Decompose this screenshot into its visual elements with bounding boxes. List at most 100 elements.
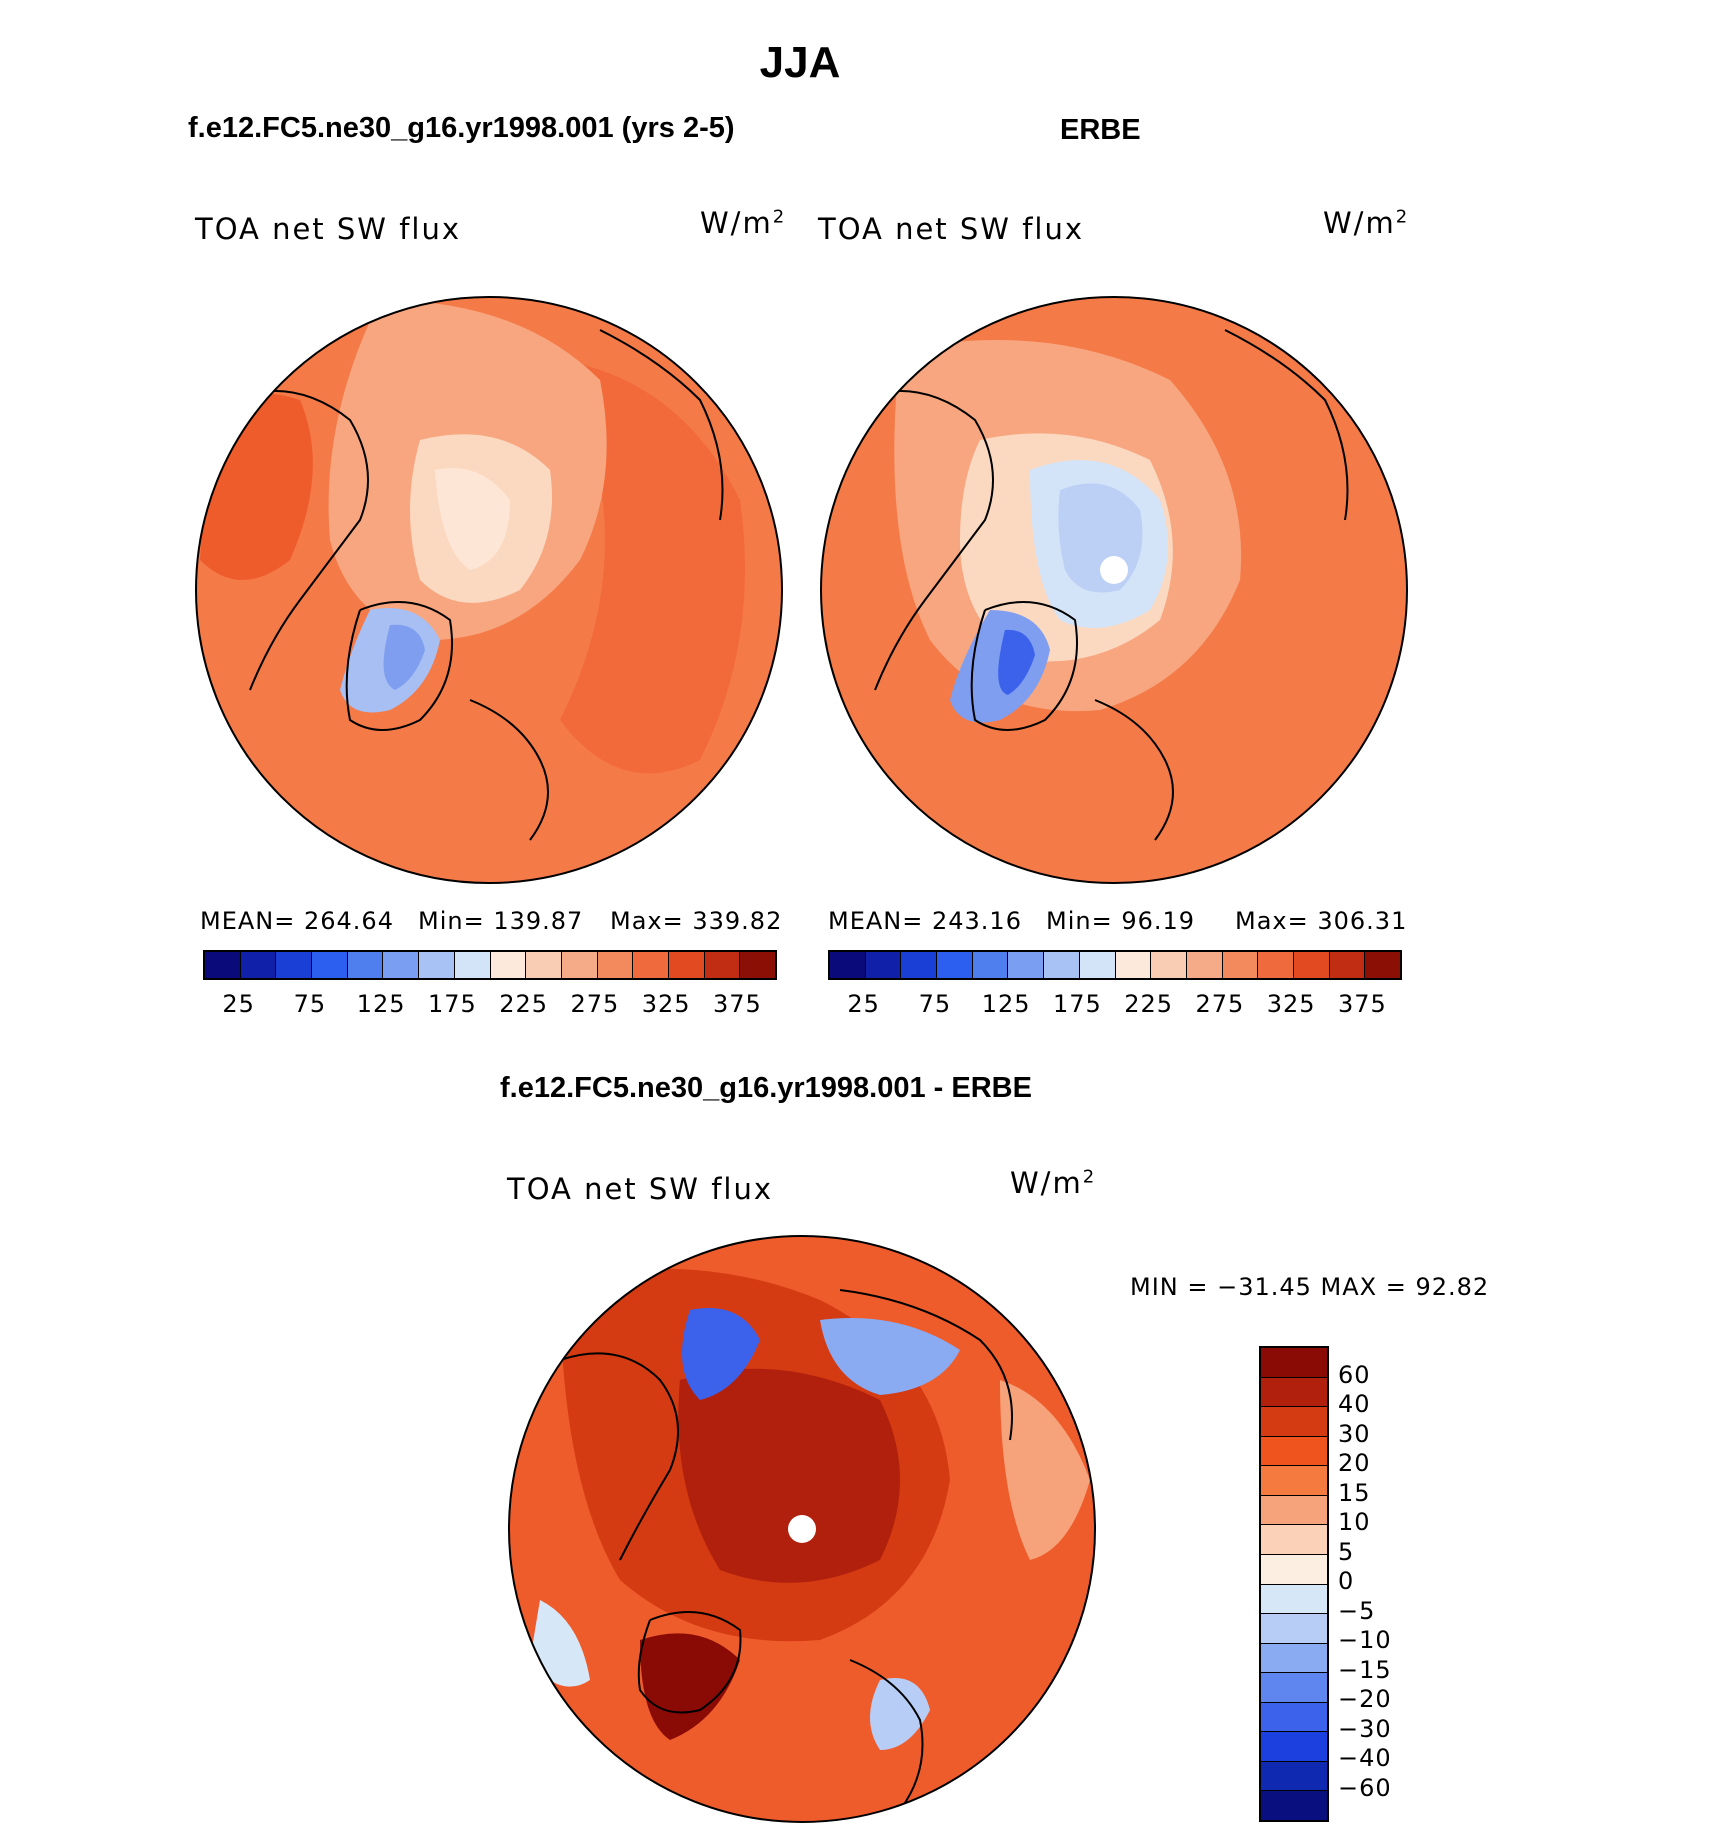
model-tick-label: 225 bbox=[499, 990, 549, 1018]
diff-swatch bbox=[1261, 1761, 1327, 1792]
diff-swatch bbox=[1261, 1702, 1327, 1733]
model-min-stat: Min= 139.87 bbox=[418, 907, 584, 935]
model-tick-label: 325 bbox=[641, 990, 691, 1018]
model-polar-map bbox=[196, 297, 782, 883]
diff-tick-label: 5 bbox=[1338, 1537, 1355, 1566]
obs-swatch bbox=[830, 952, 866, 978]
obs-tick-label: 225 bbox=[1124, 990, 1174, 1018]
model-tick-label: 375 bbox=[712, 990, 762, 1018]
diff-tick-label: −5 bbox=[1338, 1596, 1376, 1625]
diff-tick-label: −30 bbox=[1338, 1714, 1392, 1743]
obs-max-stat: Max= 306.31 bbox=[1235, 907, 1408, 935]
obs-swatch bbox=[1329, 952, 1366, 978]
diff-swatch bbox=[1261, 1466, 1327, 1496]
obs-tick-label: 75 bbox=[918, 990, 952, 1018]
model-swatch bbox=[561, 952, 598, 978]
model-tick-label: 125 bbox=[356, 990, 406, 1018]
model-swatch bbox=[704, 952, 741, 978]
diff-swatch bbox=[1261, 1348, 1327, 1378]
obs-swatch bbox=[1151, 952, 1187, 978]
obs-tick-label: 325 bbox=[1266, 990, 1316, 1018]
diff-tick-label: 15 bbox=[1338, 1478, 1371, 1507]
model-swatch bbox=[454, 952, 491, 978]
obs-swatch bbox=[1186, 952, 1223, 978]
model-coastlines bbox=[244, 329, 724, 841]
diff-units-label: W/m2 bbox=[1010, 1166, 1097, 1200]
diff-tick-label: 0 bbox=[1338, 1567, 1355, 1595]
obs-swatch bbox=[1258, 952, 1294, 978]
obs-panel-title: ERBE bbox=[1060, 114, 1141, 146]
diff-field-label: TOA net SW flux bbox=[507, 1172, 774, 1206]
main-title: JJA bbox=[759, 38, 841, 87]
obs-polar-map bbox=[821, 297, 1407, 883]
model-mean-stat: MEAN= 264.64 bbox=[200, 907, 394, 935]
obs-units-label: W/m2 bbox=[1323, 206, 1410, 240]
model-field-label: TOA net SW flux bbox=[195, 212, 462, 246]
diff-swatch bbox=[1261, 1614, 1327, 1644]
diff-tick-label: −40 bbox=[1338, 1744, 1392, 1772]
model-swatch bbox=[312, 952, 348, 978]
obs-swatch bbox=[1079, 952, 1116, 978]
model-swatch bbox=[668, 952, 705, 978]
obs-tick-label: 175 bbox=[1052, 990, 1102, 1018]
diff-tick-label: 60 bbox=[1338, 1360, 1371, 1389]
obs-field-label: TOA net SW flux bbox=[818, 212, 1085, 246]
obs-swatch bbox=[865, 952, 902, 978]
model-swatch bbox=[276, 952, 313, 978]
obs-tick-label: 275 bbox=[1195, 990, 1245, 1018]
diff-tick-label: 40 bbox=[1338, 1390, 1371, 1418]
model-tick-label: 175 bbox=[427, 990, 477, 1018]
obs-tick-label: 125 bbox=[981, 990, 1031, 1018]
model-swatch bbox=[526, 952, 562, 978]
obs-swatch bbox=[1008, 952, 1045, 978]
diff-swatch bbox=[1261, 1436, 1327, 1467]
diff-tick-label: 10 bbox=[1338, 1508, 1371, 1536]
model-units-label: W/m2 bbox=[700, 206, 787, 240]
diff-colorbar bbox=[1259, 1346, 1329, 1822]
model-swatch bbox=[419, 952, 455, 978]
obs-mean-stat: MEAN= 243.16 bbox=[828, 907, 1022, 935]
diff-swatch bbox=[1261, 1377, 1327, 1408]
model-swatch bbox=[597, 952, 634, 978]
diff-panel-title: f.e12.FC5.ne30_g16.yr1998.001 - ERBE bbox=[500, 1072, 1032, 1104]
diff-tick-label: −15 bbox=[1338, 1655, 1392, 1684]
obs-swatch bbox=[1115, 952, 1152, 978]
obs-tick-label: 25 bbox=[847, 990, 880, 1018]
model-colorbar bbox=[203, 950, 777, 980]
obs-coastlines bbox=[869, 329, 1349, 841]
model-swatch bbox=[633, 952, 669, 978]
diff-tick-label: −60 bbox=[1338, 1773, 1392, 1802]
diff-swatch bbox=[1261, 1554, 1327, 1585]
diff-swatch bbox=[1261, 1643, 1327, 1674]
diff-polar-map bbox=[509, 1236, 1095, 1822]
model-swatch bbox=[240, 952, 277, 978]
model-swatch bbox=[205, 952, 241, 978]
model-swatch bbox=[740, 952, 775, 978]
obs-swatch bbox=[1365, 952, 1400, 978]
diff-swatch bbox=[1261, 1791, 1327, 1820]
diff-coastlines bbox=[559, 1289, 1013, 1811]
obs-colorbar bbox=[828, 950, 1402, 980]
obs-swatch bbox=[1293, 952, 1330, 978]
diff-swatch bbox=[1261, 1584, 1327, 1615]
model-tick-label: 275 bbox=[570, 990, 620, 1018]
diff-tick-label: −20 bbox=[1338, 1685, 1392, 1713]
model-tick-label: 25 bbox=[222, 990, 255, 1018]
obs-swatch bbox=[1044, 952, 1080, 978]
obs-swatch bbox=[1222, 952, 1259, 978]
obs-min-stat: Min= 96.19 bbox=[1046, 907, 1196, 935]
diff-swatch bbox=[1261, 1407, 1327, 1437]
model-swatch bbox=[383, 952, 420, 978]
diff-swatch bbox=[1261, 1525, 1327, 1555]
diff-minmax-stat: MIN = −31.45 MAX = 92.82 bbox=[1130, 1273, 1490, 1301]
diff-swatch bbox=[1261, 1732, 1327, 1762]
obs-tick-label: 375 bbox=[1337, 990, 1387, 1018]
model-tick-label: 75 bbox=[293, 990, 327, 1018]
diff-tick-label: 30 bbox=[1338, 1419, 1371, 1448]
diff-swatch bbox=[1261, 1495, 1327, 1526]
model-max-stat: Max= 339.82 bbox=[610, 907, 783, 935]
diff-tick-label: −10 bbox=[1338, 1626, 1392, 1654]
obs-swatch bbox=[937, 952, 973, 978]
obs-swatch bbox=[901, 952, 938, 978]
